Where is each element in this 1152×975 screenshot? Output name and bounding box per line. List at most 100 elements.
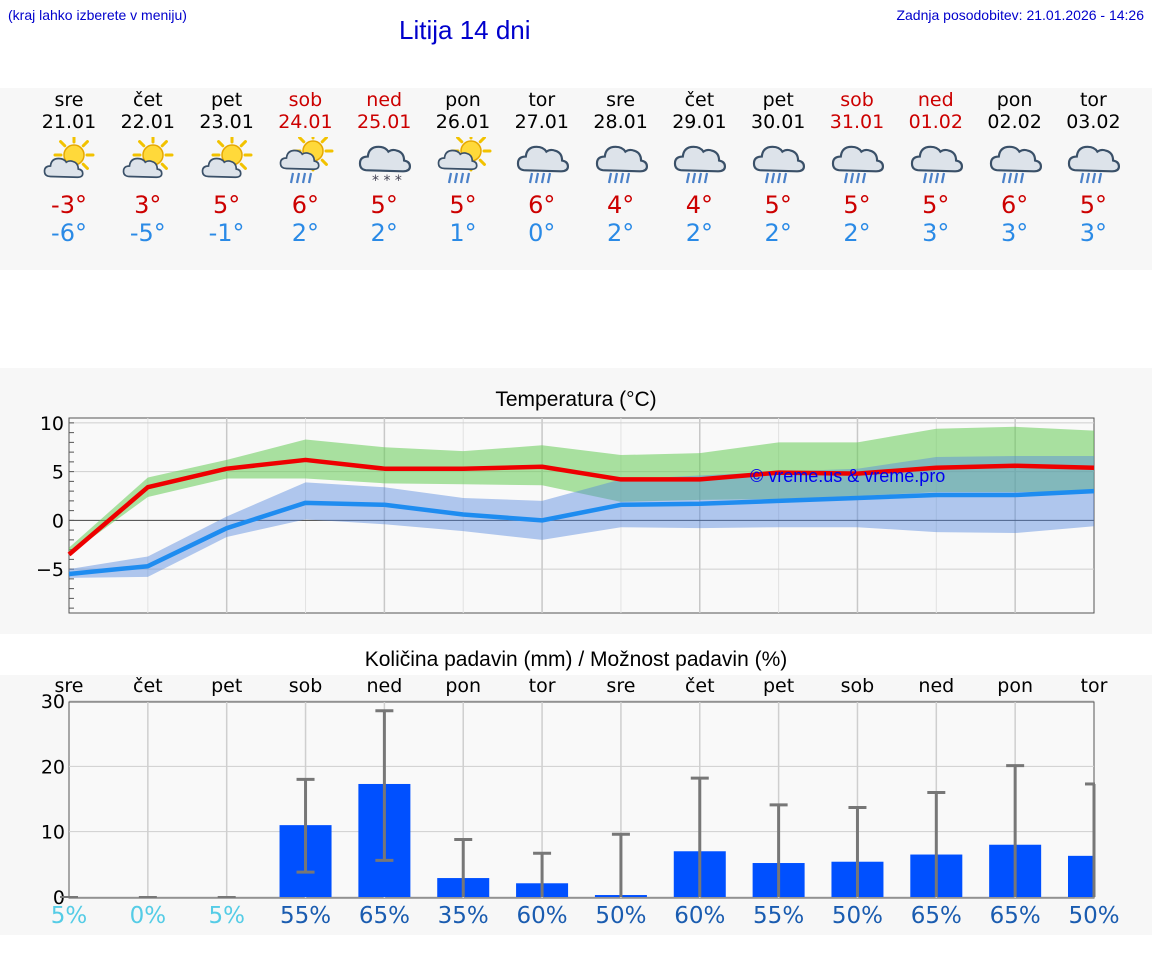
watermark: © vreme.us & vreme.pro <box>750 466 946 486</box>
day-date: 21.01 <box>41 111 97 133</box>
precip-chance: 50% <box>831 903 884 929</box>
min-range-band <box>69 456 1094 578</box>
cloud-rain-icon <box>748 137 808 193</box>
rain-icon <box>843 172 867 184</box>
day-column: tor 27.01 6° 0° <box>503 88 581 247</box>
rain-icon <box>447 172 471 184</box>
precip-error-bar <box>1006 764 1025 897</box>
sun-cloud-rain-icon <box>275 130 335 193</box>
page-title: Litija 14 dni <box>399 15 531 45</box>
day-date: 27.01 <box>514 111 569 133</box>
day-column: ned 01.02 5° 3° <box>897 88 975 247</box>
cloud-icon <box>516 145 569 173</box>
day-column: pet 30.01 5° 2° <box>739 88 817 247</box>
rain-icon <box>290 172 313 184</box>
day-column: sre 28.01 4° 2° <box>582 88 660 247</box>
precip-chance: 55% <box>279 903 332 929</box>
cloud-rain-icon <box>906 137 966 193</box>
day-name: sob <box>840 89 874 111</box>
temp-min: 3° <box>922 219 950 247</box>
partly-cloudy-icon <box>197 134 257 193</box>
day-date: 24.01 <box>278 111 333 133</box>
temp-max: 4° <box>606 191 635 219</box>
precip-chance: 60% <box>674 903 726 929</box>
temperature-chart-title: Temperatura (°C) <box>495 388 657 411</box>
day-date: 23.01 <box>199 111 254 133</box>
temp-min: 2° <box>685 219 714 247</box>
temp-max: 5° <box>843 191 871 219</box>
cloud-icon <box>437 149 478 171</box>
cloud-icon <box>201 157 242 179</box>
x-tick-label: pet <box>763 675 794 697</box>
cloud-icon <box>595 145 648 173</box>
x-tick-label: pon <box>997 675 1033 697</box>
precip-chance: 50% <box>1068 903 1120 929</box>
rain-icon <box>922 172 945 184</box>
precip-error-bar <box>1085 782 1096 897</box>
day-column: sob 31.01 5° 2° <box>818 88 896 247</box>
precip-chance: 65% <box>910 903 962 929</box>
temp-max: 5° <box>370 191 398 219</box>
day-date: 31.01 <box>829 111 885 133</box>
temp-min: 0° <box>528 219 556 247</box>
temp-max: 4° <box>685 191 714 219</box>
precip-chance: 5% <box>50 903 88 929</box>
temp-min: 3° <box>1000 219 1029 247</box>
day-name: tor <box>1079 89 1107 111</box>
temp-max: 5° <box>764 191 792 219</box>
day-name: tor <box>528 89 556 111</box>
precip-error-bar <box>533 851 552 897</box>
rain-icon <box>1080 172 1103 184</box>
y-tick-label: 10 <box>40 413 64 435</box>
temp-min: -5° <box>129 219 166 247</box>
cloud-rain-icon <box>827 137 887 193</box>
temp-max: 6° <box>1000 191 1029 219</box>
region-hint[interactable]: (kraj lahko izberete v meniju) <box>8 7 187 23</box>
temp-max: 5° <box>212 191 241 219</box>
day-name: sre <box>54 89 84 111</box>
rain-icon <box>765 172 788 184</box>
day-name: ned <box>366 89 403 111</box>
y-tick-label: 30 <box>41 691 65 713</box>
x-tick-label: sob <box>289 675 323 697</box>
x-tick-label: pet <box>211 675 242 697</box>
sun-cloud-rain-icon <box>433 130 493 193</box>
x-tick-label: sre <box>55 675 84 697</box>
forecast-days: sre 21.01 -3° -6° čet 22.01 3° -5° pet 23.… <box>0 88 1152 270</box>
x-tick-label: tor <box>529 675 556 697</box>
temp-min: 1° <box>449 219 477 247</box>
cloud-icon <box>674 145 727 173</box>
day-column: pon 26.01 5° 1° <box>424 88 502 247</box>
cloud-icon <box>910 145 963 173</box>
cloud-icon <box>280 149 320 171</box>
y-tick-label: 0 <box>52 510 64 532</box>
temp-min: -1° <box>208 219 245 247</box>
day-date: 02.02 <box>987 111 1042 133</box>
min-temp-line <box>68 488 1095 577</box>
temp-max: 5° <box>922 191 950 219</box>
cloud-icon <box>43 157 84 179</box>
precip-chance: 60% <box>516 903 568 929</box>
x-tick-label: sob <box>841 675 875 697</box>
precip-chance: 65% <box>989 903 1041 929</box>
precipitation-chart-title: Količina padavin (mm) / Možnost padavin … <box>364 648 788 671</box>
rain-icon <box>607 172 630 184</box>
cloud-icon <box>831 145 885 173</box>
sun-icon <box>132 134 174 176</box>
precip-chance: 35% <box>437 903 489 929</box>
last-updated: Zadnja posodobitev: 21.01.2026 - 14:26 <box>896 7 1144 23</box>
temp-min: 2° <box>606 219 635 247</box>
day-name: pon <box>445 89 481 111</box>
cloud-rain-icon <box>591 137 651 193</box>
temp-max: -3° <box>51 191 87 219</box>
x-tick-label: čet <box>685 675 715 697</box>
precip-chance: 0% <box>129 903 167 929</box>
cloud-icon <box>989 145 1042 173</box>
max-range-band <box>69 426 1094 555</box>
cloud-rain-icon <box>512 137 572 193</box>
temperature-chart: 10 5 0 −5 <box>36 413 1095 614</box>
day-date: 25.01 <box>356 111 412 133</box>
day-name: čet <box>133 89 163 111</box>
day-column: sre 21.01 -3° -6° <box>30 88 108 247</box>
cloud-rain-icon <box>985 137 1045 193</box>
